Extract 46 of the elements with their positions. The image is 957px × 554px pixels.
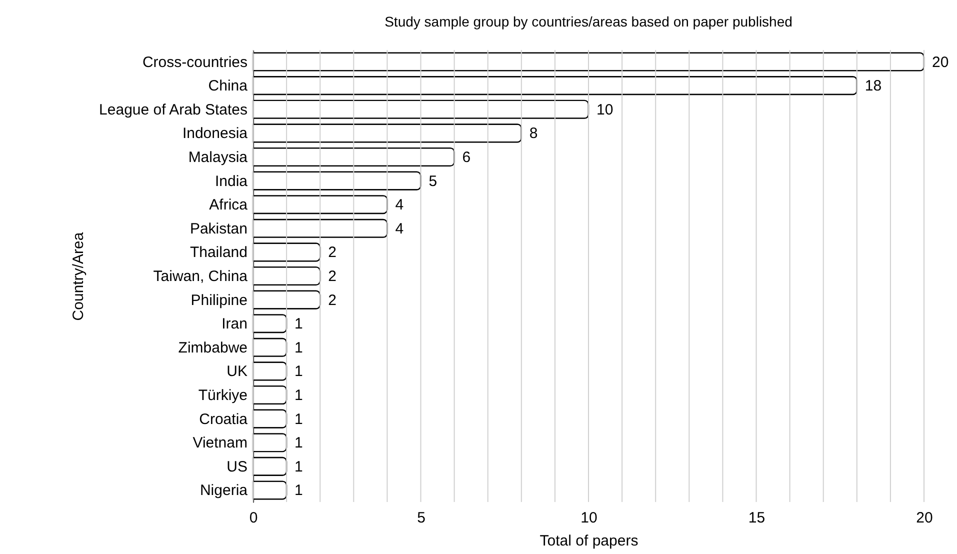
- data-label: 4: [395, 196, 404, 214]
- data-label: 8: [529, 125, 538, 142]
- data-label: 1: [294, 458, 303, 476]
- y-tick-label: Croatia: [199, 410, 248, 428]
- data-label: 10: [596, 101, 614, 118]
- data-label: 5: [428, 172, 438, 190]
- x-tick-label: 0: [249, 510, 258, 526]
- y-tick-label: Africa: [209, 196, 248, 214]
- x-tick-label: 20: [916, 510, 933, 526]
- chart-title: Study sample group by countries/areas based on paper published: [384, 14, 792, 30]
- data-label: 20: [932, 54, 949, 71]
- y-tick-label: Türkiye: [198, 387, 248, 404]
- data-label: 1: [294, 482, 303, 500]
- y-tick-label: Nigeria: [200, 482, 248, 500]
- data-label: 1: [294, 363, 303, 380]
- x-axis-title: Total of papers: [540, 532, 638, 550]
- y-tick-label: Indonesia: [182, 125, 248, 142]
- data-label: 4: [395, 220, 404, 238]
- y-tick-label: UK: [226, 363, 248, 380]
- y-tick-label: China: [208, 78, 248, 95]
- y-tick-label: India: [214, 172, 248, 190]
- x-tick-label: 10: [580, 510, 598, 526]
- data-label: 1: [294, 387, 303, 404]
- data-label: 1: [294, 339, 303, 356]
- y-tick-label: Philipine: [190, 292, 248, 309]
- x-tick-label: 15: [748, 510, 766, 526]
- y-tick-label: Iran: [222, 316, 248, 333]
- y-tick-label: Malaysia: [188, 148, 248, 166]
- data-label: 1: [294, 434, 303, 452]
- y-tick-label: Thailand: [190, 244, 248, 262]
- y-tick-label: Cross-countries: [142, 54, 248, 71]
- data-label: 6: [462, 148, 471, 166]
- data-label: 18: [864, 78, 882, 95]
- data-label: 2: [328, 244, 336, 262]
- y-tick-label: Pakistan: [190, 220, 248, 238]
- data-label: 1: [294, 316, 303, 333]
- y-tick-label: Vietnam: [192, 434, 248, 452]
- data-label: 2: [328, 268, 336, 285]
- y-tick-label: Zimbabwe: [178, 339, 248, 356]
- y-axis-title: Country/Area: [70, 232, 88, 321]
- y-tick-label: League of Arab States: [99, 101, 248, 118]
- x-tick-label: 5: [417, 510, 426, 526]
- data-label: 2: [328, 292, 336, 309]
- y-tick-label: Taiwan, China: [153, 268, 248, 285]
- data-label: 1: [294, 410, 303, 428]
- y-tick-label: US: [226, 458, 248, 476]
